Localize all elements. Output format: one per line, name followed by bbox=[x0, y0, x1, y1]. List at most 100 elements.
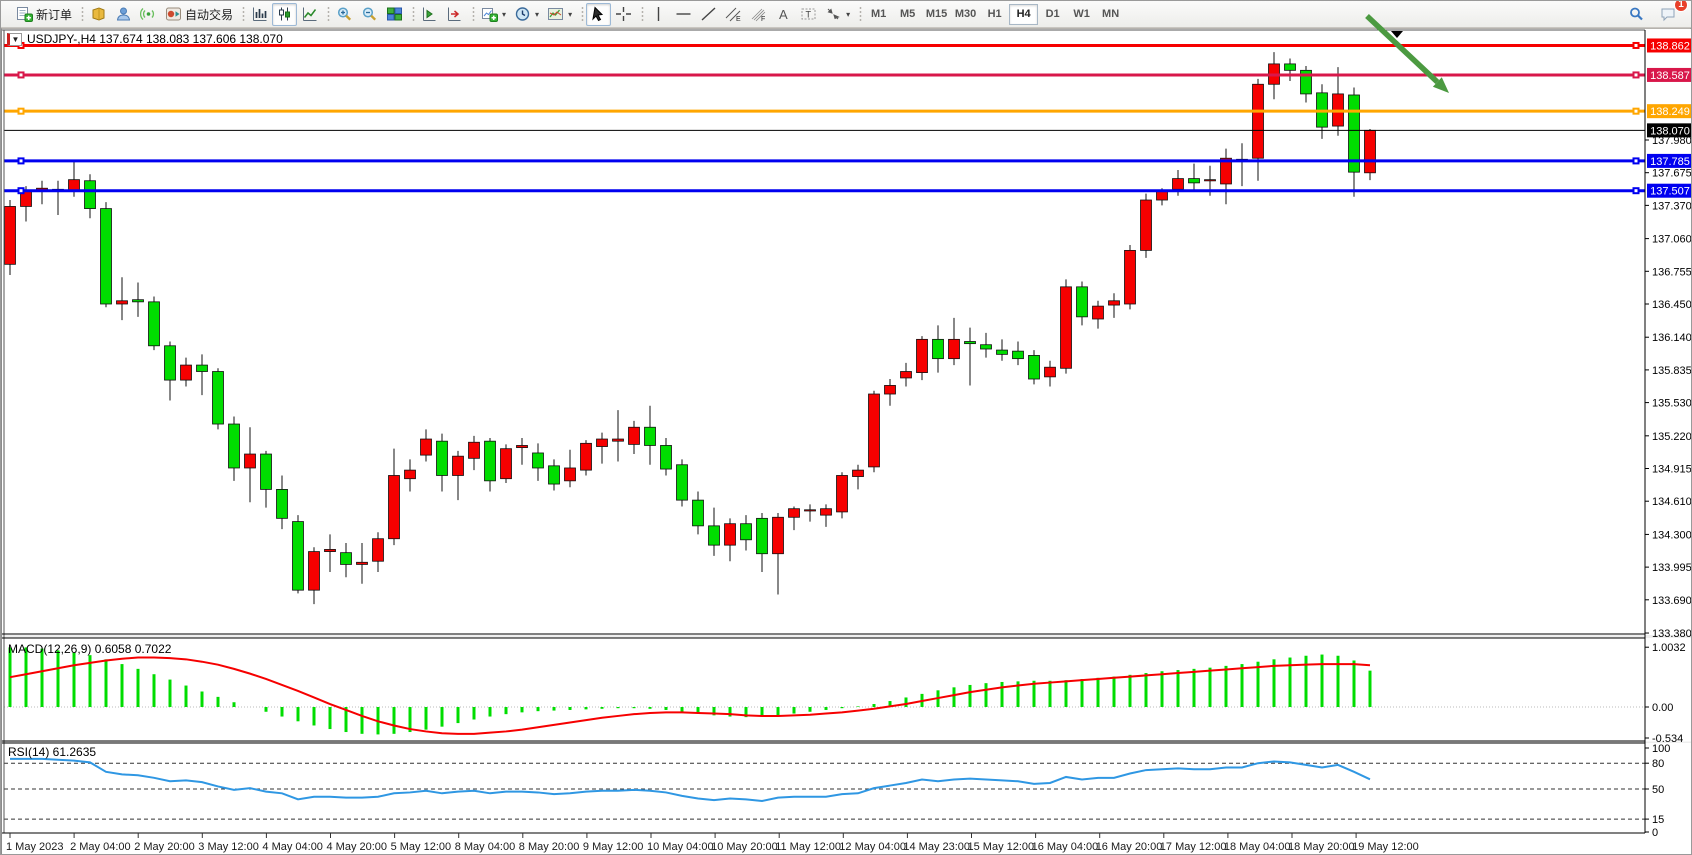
time-label: 2 May 04:00 bbox=[70, 841, 131, 853]
chart-window[interactable]: 137.980 137.675 137.370 137.060 136.755 136.4… bbox=[1, 28, 1691, 854]
text-button[interactable]: A bbox=[771, 3, 796, 26]
timeframe-d1-button[interactable]: D1 bbox=[1045, 8, 1060, 20]
community-button[interactable] bbox=[111, 3, 136, 26]
periods-button[interactable]: ▾ bbox=[510, 3, 543, 26]
candle-body bbox=[724, 523, 736, 546]
trendline-button[interactable] bbox=[696, 3, 721, 26]
time-label: 10 May 04:00 bbox=[647, 841, 714, 853]
tile-windows-button[interactable] bbox=[382, 3, 407, 26]
rsi-tick: 0 bbox=[1652, 827, 1658, 839]
candle-body bbox=[1252, 83, 1264, 159]
candle-body bbox=[644, 426, 656, 446]
candle-body bbox=[1284, 63, 1296, 71]
chevron-down-icon[interactable]: ▾ bbox=[568, 9, 573, 19]
svg-text:E: E bbox=[736, 16, 741, 22]
new-chart-icon bbox=[481, 6, 499, 22]
toolbar-group-services: 自动交易 bbox=[79, 1, 240, 28]
signals-button[interactable] bbox=[136, 3, 161, 26]
horizontal-line-button[interactable] bbox=[671, 3, 696, 26]
timeframe-mn-button[interactable]: MN bbox=[1102, 8, 1120, 20]
svg-text:137.785: 137.785 bbox=[1650, 156, 1690, 168]
candle-body bbox=[1092, 305, 1104, 320]
time-label: 8 May 04:00 bbox=[455, 841, 516, 853]
crosshair-button[interactable] bbox=[611, 3, 636, 26]
chart-canvas[interactable]: 137.980 137.675 137.370 137.060 136.755 136.4… bbox=[2, 29, 1692, 855]
toolbar-group-timeframes: M1 M5 M15 M30 H1 H4 D1 W1 MN bbox=[857, 1, 1128, 28]
price-label-box bbox=[1647, 123, 1691, 138]
chat-icon[interactable]: 1 bbox=[1656, 1, 1688, 26]
notification-badge[interactable]: 1 bbox=[1674, 1, 1688, 12]
chevron-down-icon[interactable]: ▾ bbox=[846, 9, 851, 19]
time-label: 18 May 04:00 bbox=[1224, 841, 1291, 853]
candle-body bbox=[820, 508, 832, 516]
candle-body bbox=[1220, 157, 1232, 185]
auto-scroll-button[interactable] bbox=[417, 3, 442, 26]
zoom-out-button[interactable] bbox=[357, 3, 382, 26]
cursor-button[interactable] bbox=[586, 2, 612, 26]
text-label-button[interactable]: T bbox=[796, 3, 821, 26]
time-label: 15 May 12:00 bbox=[968, 841, 1035, 853]
community-icon bbox=[115, 6, 132, 22]
toolbar-group-chart-type bbox=[240, 1, 325, 28]
chart-shift-button[interactable] bbox=[442, 3, 467, 26]
time-label: 19 May 12:00 bbox=[1352, 841, 1419, 853]
timeframe-m5-button[interactable]: M5 bbox=[899, 8, 916, 20]
market-button[interactable] bbox=[86, 3, 111, 26]
macd-tick: 0.00 bbox=[1652, 702, 1673, 714]
price-tick: 136.450 bbox=[1652, 299, 1692, 311]
bar-chart-button[interactable] bbox=[247, 3, 272, 26]
rsi-tick: 80 bbox=[1652, 758, 1664, 770]
svg-text:F: F bbox=[761, 16, 765, 22]
price-tick: 133.995 bbox=[1652, 562, 1692, 574]
price-label-box bbox=[1647, 67, 1691, 82]
svg-text:138.249: 138.249 bbox=[1650, 106, 1690, 118]
symbol-dropdown-icon[interactable]: ▼ bbox=[7, 32, 22, 46]
equidistant-channel-button[interactable]: E bbox=[721, 3, 746, 26]
shapes-icon bbox=[825, 6, 842, 22]
vertical-line-button[interactable] bbox=[646, 3, 671, 26]
timeframe-h4-button[interactable]: H4 bbox=[1009, 3, 1039, 25]
templates-button[interactable]: ▾ bbox=[543, 3, 576, 26]
autotrading-icon bbox=[165, 6, 182, 22]
candle-body bbox=[708, 525, 720, 546]
timeframe-h1-button[interactable]: H1 bbox=[987, 8, 1002, 20]
price-label-box bbox=[1647, 153, 1691, 168]
new-chart-button[interactable]: ▾ bbox=[477, 3, 510, 26]
candle-body bbox=[196, 364, 208, 372]
autotrading-button[interactable]: 自动交易 bbox=[161, 3, 237, 26]
candle-body bbox=[484, 440, 496, 482]
new-order-button[interactable]: 新订单 bbox=[12, 3, 76, 26]
candle-body bbox=[4, 206, 16, 265]
timeframe-m1-button[interactable]: M1 bbox=[870, 8, 887, 20]
time-label: 16 May 20:00 bbox=[1096, 841, 1163, 853]
candle-body bbox=[1140, 199, 1152, 251]
price-tick: 137.370 bbox=[1652, 200, 1692, 212]
fibonacci-button[interactable]: F bbox=[746, 3, 771, 26]
arrows-button[interactable]: ▾ bbox=[821, 3, 854, 26]
candle-body bbox=[612, 438, 624, 442]
timeframe-m15-button[interactable]: M15 bbox=[925, 8, 948, 20]
time-label: 2 May 20:00 bbox=[134, 841, 195, 853]
candle-body bbox=[116, 300, 128, 305]
search-icon[interactable] bbox=[1623, 3, 1648, 26]
line-chart-button[interactable] bbox=[297, 3, 322, 26]
candle-body bbox=[132, 299, 144, 303]
candle-body bbox=[324, 549, 336, 552]
timeframe-m30-button[interactable]: M30 bbox=[954, 8, 977, 20]
zoom-in-icon bbox=[336, 6, 353, 22]
price-tick: 133.690 bbox=[1652, 595, 1692, 607]
candle-body bbox=[164, 345, 176, 381]
candle-body bbox=[1012, 350, 1024, 360]
candle-body bbox=[804, 509, 816, 512]
time-label: 16 May 04:00 bbox=[1032, 841, 1099, 853]
chart-title: ▼ USDJPY-,H4 137.674 138.083 137.606 138… bbox=[7, 32, 283, 46]
candle-body bbox=[372, 538, 384, 562]
candle-body bbox=[1076, 286, 1088, 318]
timeframe-w1-button[interactable]: W1 bbox=[1073, 8, 1090, 20]
candle-chart-button[interactable] bbox=[272, 2, 298, 26]
toolbar-group-zoom bbox=[325, 1, 410, 28]
chevron-down-icon[interactable]: ▾ bbox=[535, 9, 540, 19]
zoom-in-button[interactable] bbox=[332, 3, 357, 26]
candle-body bbox=[660, 445, 672, 470]
chevron-down-icon[interactable]: ▾ bbox=[502, 9, 507, 19]
